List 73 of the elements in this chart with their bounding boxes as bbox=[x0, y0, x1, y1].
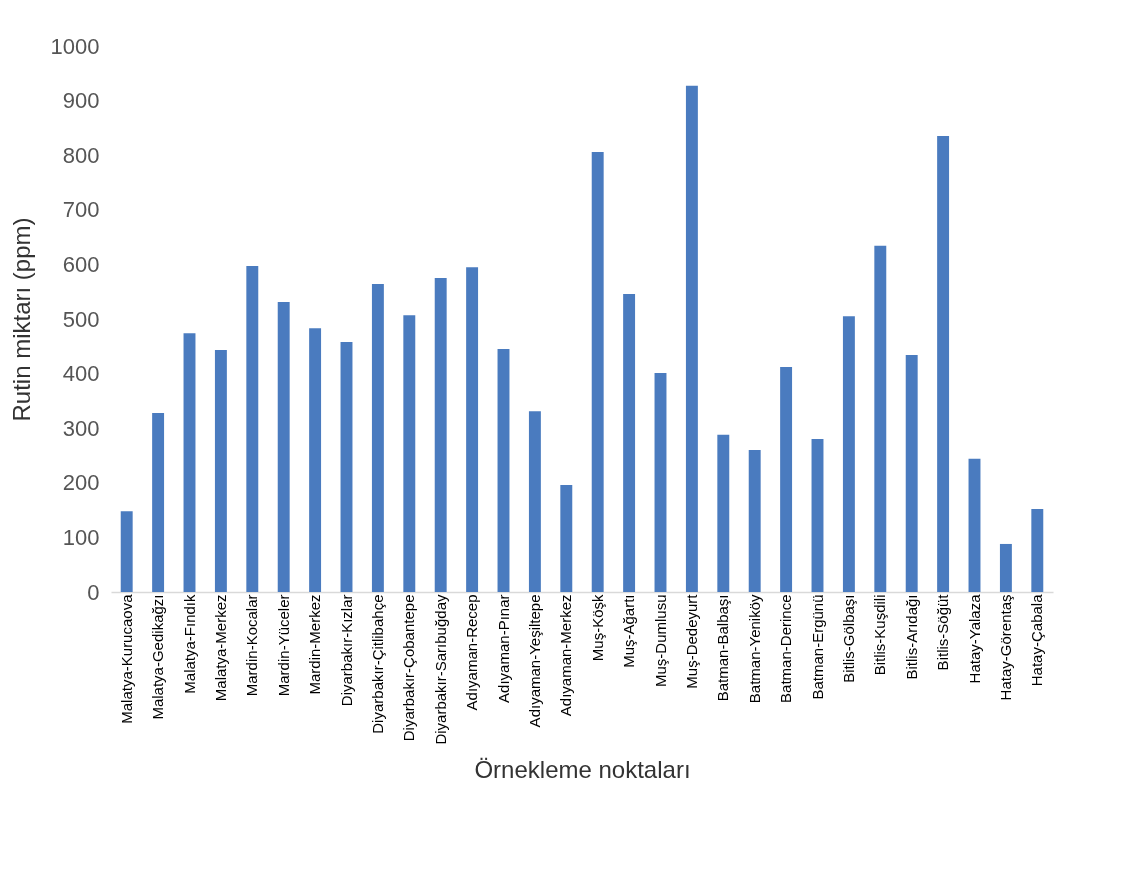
bar bbox=[780, 367, 793, 592]
x-tick-label: Muş-Dedeyurt bbox=[682, 593, 700, 689]
x-tick-label: Malatya-Kurucaova bbox=[117, 593, 135, 724]
bar bbox=[403, 315, 416, 592]
x-tick-label: Adıyaman-Merkez bbox=[557, 594, 575, 717]
x-tick-label: Adıyaman-Pınar bbox=[494, 594, 512, 703]
bar bbox=[120, 511, 133, 592]
y-tick-label: 800 bbox=[62, 142, 100, 168]
bar bbox=[246, 266, 259, 592]
y-axis-title: Rutin miktarı (ppm) bbox=[7, 217, 35, 422]
x-tick-label: Mardin-Yüceler bbox=[274, 594, 292, 697]
y-tick-label: 0 bbox=[87, 579, 100, 605]
x-tick-label: Batman-Balbaşı bbox=[714, 594, 732, 702]
x-tick-label: Hatay-Yalaza bbox=[965, 593, 983, 684]
bar bbox=[277, 302, 290, 592]
bar bbox=[434, 278, 447, 592]
x-tick-label: Diyarbakır-Çobantepe bbox=[400, 594, 418, 742]
bar bbox=[560, 484, 573, 592]
x-tick-label: Batman-Ergünü bbox=[808, 594, 826, 700]
x-axis-title: Örnekleme noktaları bbox=[474, 755, 691, 783]
y-tick-label: 600 bbox=[62, 251, 100, 277]
x-tick-label: Hatay-Görentaş bbox=[996, 594, 1014, 701]
x-tick-label: Muş-Ağartı bbox=[620, 594, 638, 668]
bar bbox=[748, 450, 761, 592]
x-tick-label: Mardin-Kocalar bbox=[243, 594, 261, 697]
x-tick-label: Malatya-Gedikağzı bbox=[149, 594, 167, 720]
bar bbox=[874, 245, 887, 592]
bar bbox=[183, 333, 196, 592]
bar bbox=[371, 284, 384, 592]
x-tick-label: Mardin-Merkez bbox=[306, 594, 324, 695]
bar bbox=[528, 411, 541, 592]
bar bbox=[937, 136, 950, 592]
y-tick-label: 700 bbox=[62, 197, 100, 223]
x-tick-label: Muş-Köşk bbox=[588, 594, 606, 662]
bar bbox=[340, 341, 353, 592]
bar bbox=[654, 373, 667, 592]
bar bbox=[811, 439, 824, 592]
y-tick-label: 200 bbox=[62, 470, 100, 496]
x-tick-label: Diyarbakır-Kızlar bbox=[337, 594, 355, 707]
bar bbox=[717, 434, 730, 592]
y-tick-label: 900 bbox=[62, 88, 100, 114]
y-tick-label: 1000 bbox=[50, 33, 100, 59]
x-tick-label: Batman-Yeniköy bbox=[745, 594, 763, 704]
y-tick-label: 100 bbox=[62, 524, 100, 550]
y-tick-label: 400 bbox=[62, 361, 100, 387]
bar bbox=[214, 350, 227, 592]
bar bbox=[968, 458, 981, 592]
x-tick-label: Batman-Derince bbox=[777, 594, 795, 703]
bar bbox=[466, 267, 479, 592]
x-tick-label: Adıyaman-Yeşiltepe bbox=[525, 594, 543, 728]
x-tick-label: Bitlis-Söğüt bbox=[934, 593, 952, 671]
x-tick-label: Adıyaman-Recep bbox=[463, 594, 481, 711]
bar bbox=[842, 316, 855, 592]
bar bbox=[905, 355, 918, 592]
y-tick-label: 300 bbox=[62, 415, 100, 441]
x-tick-label: Diyarbakır-Sarıbuğday bbox=[431, 594, 449, 745]
x-tick-label: Bitlis-Gölbaşı bbox=[839, 594, 857, 683]
y-tick-label: 500 bbox=[62, 306, 100, 332]
x-tick-label: Bitlis-Arıdağı bbox=[902, 594, 920, 680]
x-tick-label: Muş-Dumlusu bbox=[651, 594, 669, 688]
x-tick-label: Bitlis-Kuşdili bbox=[871, 594, 889, 676]
bar bbox=[999, 543, 1012, 592]
bar bbox=[685, 85, 698, 592]
bar bbox=[623, 293, 636, 592]
bar bbox=[309, 328, 322, 592]
bar bbox=[497, 349, 510, 592]
x-tick-label: Diyarbakır-Çitlibahçe bbox=[368, 594, 386, 734]
x-tick-label: Malatya-Fındık bbox=[180, 594, 198, 694]
bar bbox=[1031, 509, 1044, 592]
x-tick-label: Malatya-Merkez bbox=[211, 594, 229, 702]
x-tick-label: Hatay-Çabala bbox=[1028, 593, 1046, 687]
bar bbox=[591, 151, 604, 592]
bar bbox=[152, 412, 165, 592]
